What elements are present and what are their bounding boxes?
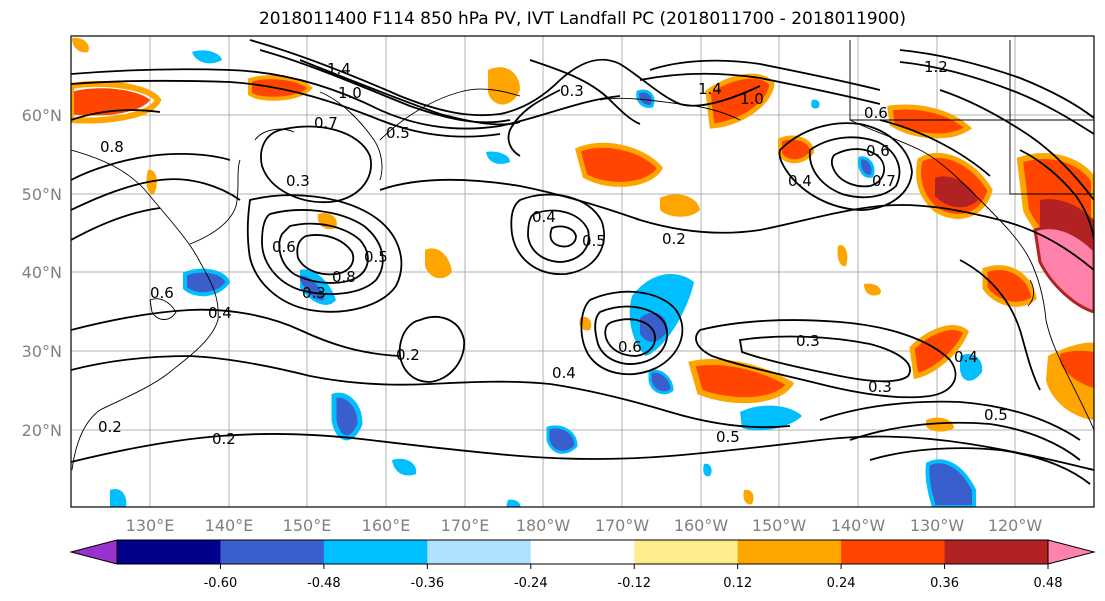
contour-label: 1.4 [698,80,722,98]
colorbar-segment [530,540,635,564]
colorbar-frame [116,539,1049,565]
contour-label: 1.4 [327,60,351,78]
colorbar-tick-label: 0.48 [1034,576,1063,591]
contour-lines [71,39,1094,485]
latitude-labels: 60°N 50°N 40°N 30°N 20°N [22,106,62,440]
contour-label: 0.2 [396,346,420,364]
lon-label: 160°W [674,516,729,535]
colorbar: -0.60 -0.48 -0.36 -0.24 -0.12 0.12 0.24 0.36 0.4… [69,539,1096,591]
contour-label: 0.7 [872,172,896,190]
contour-label: 0.6 [866,142,890,160]
lat-label: 60°N [22,106,62,125]
lon-label: 130°W [910,516,965,535]
contour-label: 0.2 [662,230,686,248]
colorbar-tick-label: -0.12 [617,576,651,591]
colorbar-extend-high [1048,540,1094,564]
contour-label: 0.5 [582,232,606,250]
contour-label: 0.3 [560,82,584,100]
colorbar-frame-right [1047,539,1096,565]
colorbar-segment [841,540,946,564]
map-title: 2018011400 F114 850 hPa PV, IVT Landfall… [258,9,906,29]
lon-label: 120°W [988,516,1043,535]
colorbar-frame-left [69,539,118,565]
contour-label: 0.5 [984,406,1008,424]
contour-label: 0.8 [100,138,124,156]
contour-label: 0.5 [386,124,410,142]
contour-label: 0.2 [212,430,236,448]
contour-label: 0.6 [150,284,174,302]
colorbar-segment [634,540,739,564]
colorbar-extend-low [71,540,117,564]
colorbar-tick-label: 0.24 [827,576,856,591]
colorbar-tick-label: -0.48 [307,576,341,591]
lon-label: 180°W [516,516,571,535]
lon-label: 170°E [441,516,490,535]
colorbar-segment [427,540,532,564]
contour-label: 0.4 [788,172,812,190]
contour-label: 0.7 [314,114,338,132]
lon-label: 170°W [595,516,650,535]
contour-label: 0.4 [552,364,576,382]
colorbar-tick-label: 0.12 [723,576,752,591]
lon-label: 140°W [831,516,886,535]
colorbar-segment [323,540,428,564]
longitude-labels: 130°E 140°E 150°E 160°E 170°E 180°W 170°… [126,516,1043,535]
contour-label: 0.5 [716,428,740,446]
negative-anomaly-shading [110,50,983,507]
colorbar-tick-label: -0.60 [204,576,238,591]
contour-label: 0.6 [272,238,296,256]
contour-label: 1.0 [338,84,362,102]
contour-label-group: 1.4 1.0 0.7 0.8 0.5 0.3 0.6 0.3 0.8 0.5 … [98,58,1008,448]
map-border [70,35,1095,508]
lat-label: 20°N [22,421,62,440]
colorbar-segment [737,540,842,564]
colorbar-tick-label: -0.36 [411,576,445,591]
lon-label: 150°W [752,516,807,535]
lat-label: 30°N [22,342,62,361]
lon-label: 150°E [283,516,332,535]
lon-label: 140°E [205,516,254,535]
colorbar-segment [944,540,1049,564]
contour-label: 0.3 [868,378,892,396]
contour-label: 0.6 [864,104,888,122]
contour-label: 0.6 [618,338,642,356]
contour-label: 0.4 [954,348,978,366]
contour-label: 0.8 [332,268,356,286]
lon-label: 160°E [362,516,411,535]
colorbar-segment [117,540,221,564]
contour-label: 0.3 [796,332,820,350]
colorbar-tick-label: 0.36 [930,576,959,591]
colorbar-tick-label: -0.24 [514,576,548,591]
lon-label: 130°E [126,516,175,535]
lat-label: 50°N [22,185,62,204]
coastlines [71,40,1094,471]
contour-label: 1.2 [924,58,948,76]
contour-label: 0.3 [286,172,310,190]
contour-label: 0.3 [302,284,326,302]
lat-label: 40°N [22,263,62,282]
contour-label: 0.4 [208,304,232,322]
contour-label: 1.0 [740,90,764,108]
contour-label: 0.4 [532,208,556,226]
contour-label: 0.5 [364,248,388,266]
colorbar-segment [220,540,325,564]
contour-label: 0.2 [98,418,122,436]
